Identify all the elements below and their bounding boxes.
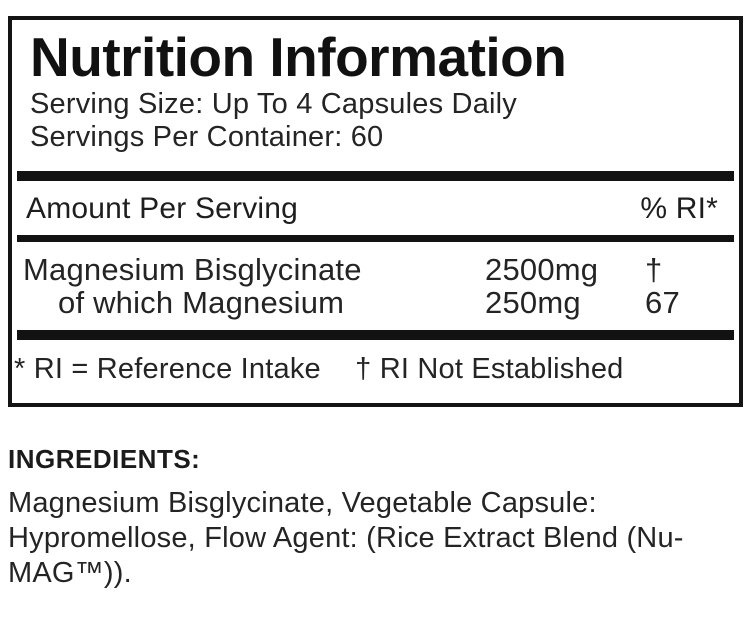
ingredients-text: Magnesium Bisglycinate, Vegetable Capsul…: [8, 487, 684, 589]
nutrient-table: Magnesium Bisglycinate 2500mg † of which…: [12, 253, 739, 319]
divider-thick-top: [17, 171, 734, 181]
nutrient-name: Magnesium Bisglycinate: [23, 252, 362, 287]
percent-ri-label: % RI*: [640, 192, 718, 225]
ingredients-section: INGREDIENTS: Magnesium Bisglycinate, Veg…: [8, 444, 714, 591]
divider-thin-header: [17, 235, 734, 242]
amount-per-serving-label: Amount Per Serving: [26, 192, 299, 225]
panel-title: Nutrition Information: [30, 26, 567, 88]
nutrient-amount: 2500mg: [485, 252, 599, 287]
amount-header-row: Amount Per Serving % RI*: [12, 188, 739, 229]
footnote-not-established: † RI Not Established: [355, 353, 624, 385]
nutrient-name: of which Magnesium: [58, 285, 345, 320]
serving-size-line: Serving Size: Up To 4 Capsules Daily: [30, 88, 518, 120]
nutrient-ri-value: 67: [645, 285, 680, 320]
table-row: Magnesium Bisglycinate 2500mg †: [12, 253, 739, 286]
divider-thick-bottom: [17, 330, 734, 340]
table-row: of which Magnesium 250mg 67: [12, 286, 739, 319]
nutrient-ri-value: †: [645, 252, 663, 287]
footnote: * RI = Reference Intake † RI Not Establi…: [14, 351, 739, 387]
nutrient-amount: 250mg: [485, 285, 581, 320]
nutrition-panel: Nutrition Information Serving Size: Up T…: [8, 16, 743, 407]
servings-per-container-line: Servings Per Container: 60: [30, 121, 384, 153]
footnote-reference-intake: * RI = Reference Intake: [14, 353, 321, 385]
ingredients-heading: INGREDIENTS:: [8, 444, 201, 474]
